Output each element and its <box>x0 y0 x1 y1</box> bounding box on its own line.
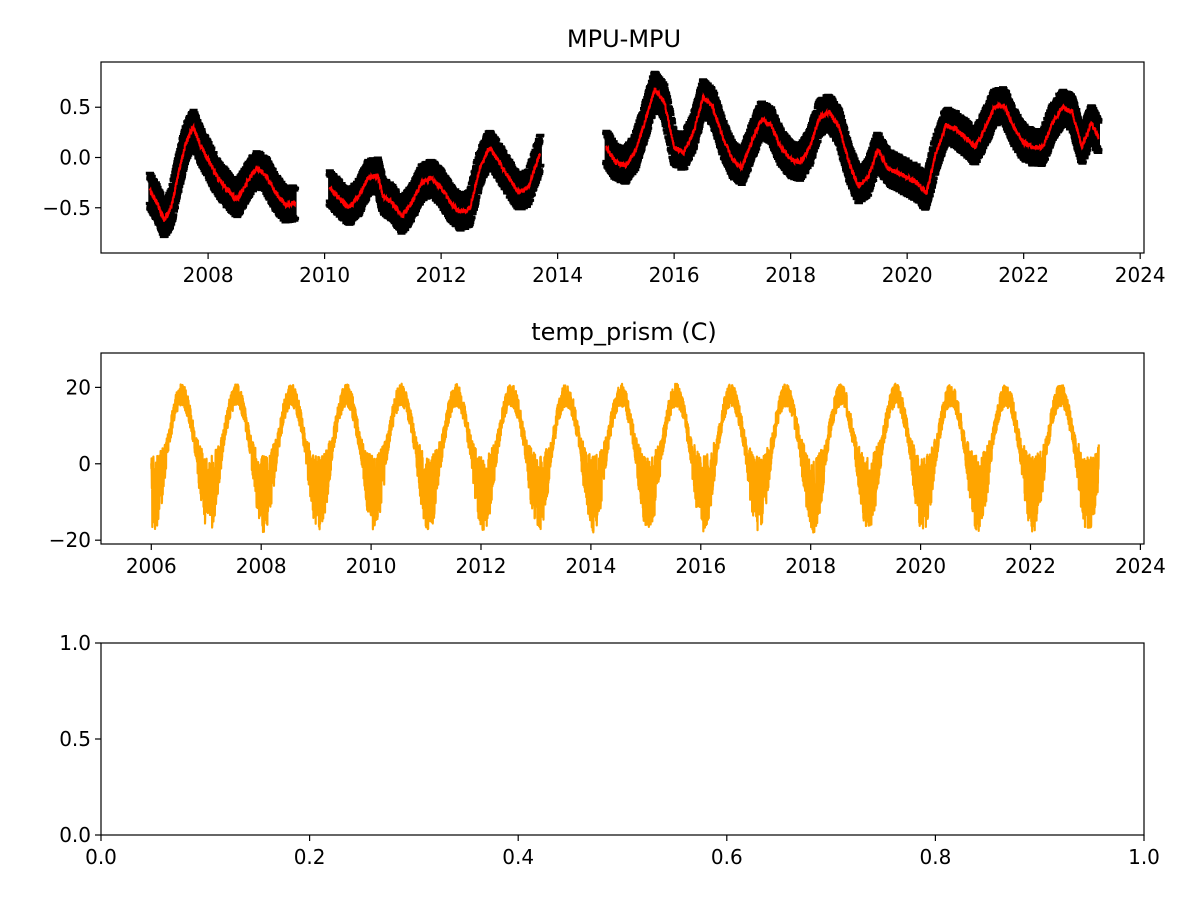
mpu-series-line-2 <box>605 87 1100 196</box>
y-tick-label: 0.0 <box>59 823 91 847</box>
x-tick-label: 2014 <box>565 554 616 578</box>
y-tick-label: 0.0 <box>59 146 91 170</box>
x-tick-label: 2014 <box>532 263 583 287</box>
x-tick-label: 2022 <box>998 263 1049 287</box>
x-tick-label: 2024 <box>1115 263 1166 287</box>
y-tick-label: 0.5 <box>59 727 91 751</box>
axes-frame <box>100 642 1145 836</box>
x-tick-label: 2018 <box>785 554 836 578</box>
y-tick-label: 20 <box>66 375 91 399</box>
chart-title-temp: temp_prism (C) <box>531 318 717 346</box>
y-tick-label: 1.0 <box>59 631 91 655</box>
x-tick-label: 0.8 <box>919 845 951 869</box>
x-tick-label: 1.0 <box>1128 845 1160 869</box>
x-tick-label: 2020 <box>882 263 933 287</box>
x-tick-label: 2008 <box>236 554 287 578</box>
mpu-series-line-0 <box>148 122 297 222</box>
error-bars-0 <box>145 108 300 239</box>
x-tick-label: 0.4 <box>502 845 534 869</box>
x-tick-label: 2024 <box>1115 554 1166 578</box>
error-bars-2 <box>602 70 1103 211</box>
axes-frame <box>100 61 1145 254</box>
x-tick-label: 0.2 <box>294 845 326 869</box>
y-tick-label: 0 <box>78 452 91 476</box>
y-tick-label: −20 <box>49 528 91 552</box>
axes-frame <box>100 352 1145 545</box>
mpu-panel: 2008 2010 2012 2014 2016 2018 2020 2022 2024 −0.5… <box>42 61 1166 287</box>
x-tick-label: 2008 <box>183 263 234 287</box>
x-tick-label: 2022 <box>1005 554 1056 578</box>
x-tick-label: 2020 <box>895 554 946 578</box>
x-tick-label: 2010 <box>299 263 350 287</box>
chart-title-mpu: MPU-MPU <box>567 25 681 53</box>
x-tick-label: 2016 <box>675 554 726 578</box>
x-tick-label: 2018 <box>765 263 816 287</box>
temp-panel: 2006 2008 2010 2012 2014 2016 2018 2020 2022 2024… <box>49 352 1166 578</box>
x-tick-label: 2012 <box>456 554 507 578</box>
x-tick-label: 2006 <box>126 554 177 578</box>
x-tick-label: 2016 <box>649 263 700 287</box>
x-tick-label: 2010 <box>346 554 397 578</box>
mpu-series-line-1 <box>328 145 542 219</box>
x-tick-label: 0.6 <box>711 845 743 869</box>
x-tick-label: 2012 <box>416 263 467 287</box>
empty-panel: 0.0 0.2 0.4 0.6 0.8 1.0 0.0 0.5 1.0 <box>59 631 1160 869</box>
y-tick-label: 0.5 <box>59 95 91 119</box>
temp-series-line <box>150 382 1100 534</box>
y-tick-label: −0.5 <box>42 196 91 220</box>
x-tick-label: 0.0 <box>85 845 117 869</box>
